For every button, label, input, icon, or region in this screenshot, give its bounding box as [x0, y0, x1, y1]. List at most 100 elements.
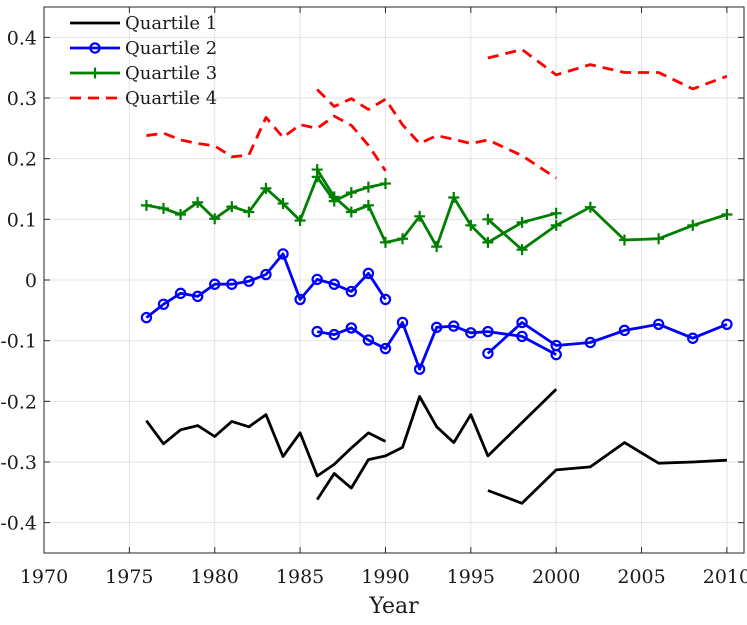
data-point-circle [140, 311, 153, 324]
x-tick-label: 2005 [617, 566, 665, 588]
data-point-plus [192, 196, 204, 208]
data-point-circle [209, 278, 221, 290]
series-line-2-3 [486, 321, 728, 355]
series-line-1-2 [316, 388, 558, 501]
data-point-plus [175, 208, 187, 220]
data-point-circle [243, 275, 255, 287]
data-point-plus [362, 199, 374, 211]
data-point-plus [482, 236, 494, 248]
x-tick-label: 2010 [703, 566, 747, 588]
x-tick-label: 2000 [532, 566, 580, 588]
x-tick-label: 1975 [105, 566, 153, 588]
data-point-circle [516, 330, 528, 343]
data-point-plus [482, 213, 494, 225]
data-point-plus [414, 210, 426, 222]
data-point-circle [430, 321, 443, 334]
series-line-4-1 [146, 114, 387, 172]
y-tick-label: 0 [25, 270, 37, 292]
data-point-circle [345, 322, 358, 334]
data-point-circle [328, 278, 340, 290]
data-point-plus [345, 187, 357, 199]
data-point-plus [328, 191, 340, 203]
data-point-circle [687, 332, 699, 344]
legend-marker-3 [89, 67, 101, 79]
data-point-circle [362, 267, 375, 280]
data-point-circle [482, 347, 494, 360]
data-point-circle [448, 320, 460, 332]
x-tick-label: 1980 [191, 566, 239, 588]
legend-label-3: Quartile 3 [125, 63, 217, 84]
series-1 [145, 388, 727, 505]
data-point-plus [226, 201, 238, 213]
data-point-plus [294, 215, 306, 227]
x-tick-label: 1990 [361, 566, 409, 588]
data-point-circle [174, 287, 187, 300]
data-point-circle [721, 318, 733, 330]
data-point-circle [157, 298, 170, 310]
x-tick-label: 1985 [276, 566, 324, 588]
data-point-circle [482, 325, 494, 338]
data-point-plus [516, 216, 528, 228]
data-point-plus [721, 208, 733, 220]
data-point-circle [396, 316, 409, 329]
y-tick-label: -0.4 [0, 513, 37, 535]
series-line-4-3 [487, 48, 728, 91]
data-point-circle [584, 336, 597, 349]
y-tick-label: 0.4 [7, 27, 37, 49]
data-point-circle [550, 339, 562, 352]
data-point-plus [379, 178, 391, 190]
y-tick-label: -0.1 [0, 331, 37, 353]
series-4 [146, 48, 728, 180]
legend-label-2: Quartile 2 [125, 38, 217, 59]
data-point-circle [465, 327, 477, 339]
x-tick-label: 1995 [447, 566, 495, 588]
data-point-plus [465, 219, 477, 231]
series-line-1-3 [487, 441, 727, 505]
x-axis-title: Year [368, 594, 419, 619]
data-point-plus [89, 67, 101, 79]
axes: 1970 1975 1980 1985 1990 1995 2000 2005 2010 0.4 0… [0, 6, 747, 619]
data-point-circle [379, 293, 392, 306]
data-point-circle [311, 325, 323, 338]
data-point-plus [311, 164, 323, 176]
data-point-plus [209, 213, 221, 225]
legend: Quartile 1 Quartile 2 Quartile 3 Quartile 4 [70, 13, 217, 109]
legend-marker-2 [89, 42, 101, 54]
y-tick-label: 0.1 [7, 209, 37, 231]
data-point-plus [448, 191, 460, 203]
legend-label-1: Quartile 1 [125, 13, 217, 34]
series-line-2-2 [316, 321, 557, 371]
data-point-plus [277, 198, 289, 210]
y-tick-label: 0.3 [7, 88, 37, 110]
data-point-plus [260, 182, 272, 194]
series-line-1-1 [145, 413, 387, 478]
data-point-circle [294, 293, 306, 306]
data-point-plus [345, 206, 357, 218]
y-tick-label: -0.3 [0, 452, 37, 474]
data-point-plus [687, 219, 699, 231]
legend-label-4: Quartile 4 [125, 88, 217, 109]
data-point-circle [618, 324, 631, 337]
series-2 [140, 248, 733, 375]
data-point-circle [516, 316, 528, 329]
data-point-plus [362, 181, 374, 193]
data-point-circle [652, 318, 665, 330]
data-point-circle [89, 42, 101, 54]
data-point-plus [550, 219, 562, 231]
data-point-plus [550, 207, 562, 219]
data-point-plus [397, 233, 409, 245]
data-point-circle [362, 334, 375, 346]
data-point-circle [311, 273, 323, 286]
series-layer [140, 48, 733, 505]
data-point-plus [653, 233, 665, 245]
data-point-circle [328, 328, 340, 341]
data-point-circle [345, 285, 358, 298]
x-tick-label: 1970 [20, 566, 68, 588]
data-point-circle [379, 342, 392, 355]
data-point-plus [379, 236, 391, 248]
data-point-plus [618, 234, 630, 246]
data-point-plus [140, 199, 152, 211]
series-line-3-3 [486, 205, 728, 252]
